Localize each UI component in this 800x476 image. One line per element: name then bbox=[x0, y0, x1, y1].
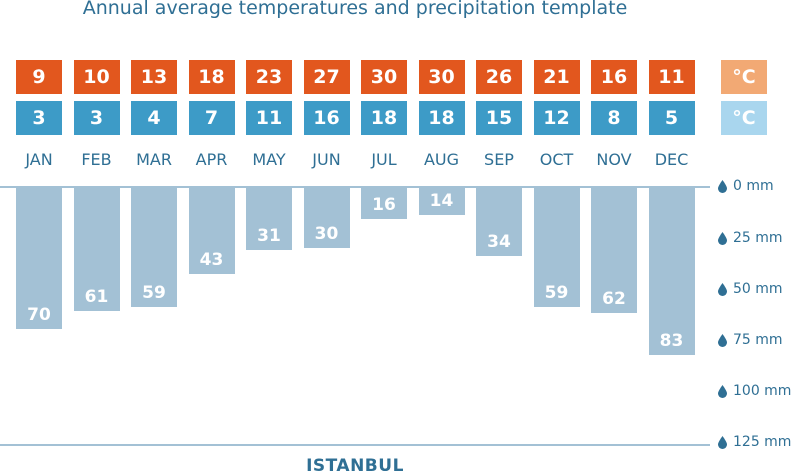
precipitation-value-label: 14 bbox=[429, 191, 454, 212]
month-label: AUG bbox=[423, 150, 460, 169]
high-temperature-unit-badge: °C bbox=[721, 60, 767, 94]
precipitation-bar bbox=[73, 187, 120, 311]
precipitation-bar bbox=[418, 187, 465, 216]
low-temperature-cell: 12 bbox=[533, 101, 580, 135]
water-drop-icon bbox=[718, 384, 727, 398]
high-temperature-cell: 30 bbox=[418, 60, 465, 94]
precipitation-value-label: 30 bbox=[314, 223, 339, 244]
precipitation-tick: 0 mm bbox=[718, 177, 774, 195]
city-name: ISTANBUL bbox=[306, 456, 404, 476]
precipitation-bar bbox=[533, 187, 580, 307]
high-temperature-cell: 13 bbox=[131, 60, 177, 94]
month-label: MAR bbox=[136, 150, 172, 169]
water-drop-icon bbox=[718, 179, 727, 193]
precipitation-tick: 75 mm bbox=[718, 331, 783, 349]
low-temperature-cell: 7 bbox=[188, 101, 235, 135]
precipitation-value-label: 61 bbox=[84, 286, 109, 307]
precipitation-tick: 100 mm bbox=[718, 382, 791, 400]
precipitation-bar bbox=[16, 187, 62, 330]
precipitation-value-label: 31 bbox=[257, 225, 281, 246]
month-label: DEC bbox=[654, 150, 689, 169]
low-temperature-cell: 18 bbox=[418, 101, 465, 135]
precipitation-tick-label: 50 mm bbox=[733, 281, 783, 297]
month-label: NOV bbox=[596, 150, 632, 169]
precipitation-bar bbox=[648, 187, 695, 356]
month-label: SEP bbox=[484, 150, 514, 169]
precipitation-tick-label: 125 mm bbox=[733, 434, 792, 450]
month-label: JAN bbox=[25, 150, 53, 169]
precipitation-value-label: 59 bbox=[142, 282, 166, 303]
high-temperature-cell: 10 bbox=[73, 60, 120, 94]
precipitation-tick: 50 mm bbox=[718, 280, 783, 298]
chart-title: Annual average temperatures and precipit… bbox=[82, 0, 628, 19]
precipitation-value-label: 70 bbox=[27, 305, 51, 326]
low-temperature-cell: 11 bbox=[246, 101, 292, 135]
high-temperature-cell: 26 bbox=[476, 60, 522, 94]
low-temperature-cell: 8 bbox=[591, 101, 637, 135]
precipitation-value-label: 62 bbox=[602, 288, 626, 309]
precipitation-value-label: 83 bbox=[659, 331, 684, 352]
precipitation-bar bbox=[476, 187, 522, 257]
high-temperature-cell: 27 bbox=[303, 60, 350, 94]
precipitation-bar bbox=[246, 187, 292, 250]
high-temperature-cell: 23 bbox=[246, 60, 292, 94]
high-temperature-cell: 30 bbox=[361, 60, 407, 94]
precipitation-tick: 125 mm bbox=[718, 433, 791, 451]
month-label: APR bbox=[195, 150, 228, 169]
month-label: JUN bbox=[312, 150, 341, 169]
month-label: MAY bbox=[252, 150, 286, 169]
precipitation-value-label: 59 bbox=[544, 282, 569, 303]
precipitation-value-label: 43 bbox=[199, 250, 224, 271]
precipitation-tick-label: 25 mm bbox=[733, 230, 783, 246]
precipitation-value-label: 34 bbox=[487, 232, 511, 253]
low-temperature-cell: 5 bbox=[648, 101, 695, 135]
water-drop-icon bbox=[718, 333, 727, 347]
precipitation-bar bbox=[303, 187, 350, 248]
precipitation-bar bbox=[188, 187, 235, 275]
precipitation-tick-label: 100 mm bbox=[733, 383, 792, 399]
low-temperature-unit-badge: °C bbox=[721, 101, 767, 135]
precipitation-tick-label: 0 mm bbox=[733, 178, 774, 194]
high-temperature-cell: 16 bbox=[591, 60, 637, 94]
high-temperature-cell: 9 bbox=[16, 60, 62, 94]
precipitation-bottom-line bbox=[0, 444, 710, 446]
low-temperature-cell: 3 bbox=[73, 101, 120, 135]
month-label: OCT bbox=[539, 150, 574, 169]
low-temperature-cell: 4 bbox=[131, 101, 177, 135]
low-temperature-cell: 3 bbox=[16, 101, 62, 135]
low-temperature-cell: 16 bbox=[303, 101, 350, 135]
month-label: JUL bbox=[371, 150, 397, 169]
precipitation-bar bbox=[591, 187, 637, 313]
high-temperature-cell: 18 bbox=[188, 60, 235, 94]
precipitation-value-label: 16 bbox=[372, 195, 396, 216]
water-drop-icon bbox=[718, 231, 727, 245]
precipitation-tick-label: 75 mm bbox=[733, 332, 783, 348]
water-drop-icon bbox=[718, 435, 727, 449]
low-temperature-cell: 18 bbox=[361, 101, 407, 135]
precipitation-bar bbox=[361, 187, 407, 220]
low-temperature-cell: 15 bbox=[476, 101, 522, 135]
water-drop-icon bbox=[718, 282, 727, 296]
precipitation-tick: 25 mm bbox=[718, 229, 783, 247]
precipitation-bar bbox=[131, 187, 177, 307]
month-label: FEB bbox=[81, 150, 112, 169]
high-temperature-cell: 21 bbox=[533, 60, 580, 94]
high-temperature-cell: 11 bbox=[648, 60, 695, 94]
precipitation-zero-line bbox=[0, 186, 710, 188]
